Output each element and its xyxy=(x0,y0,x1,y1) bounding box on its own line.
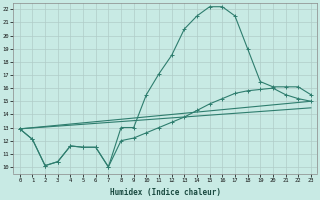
X-axis label: Humidex (Indice chaleur): Humidex (Indice chaleur) xyxy=(110,188,221,197)
